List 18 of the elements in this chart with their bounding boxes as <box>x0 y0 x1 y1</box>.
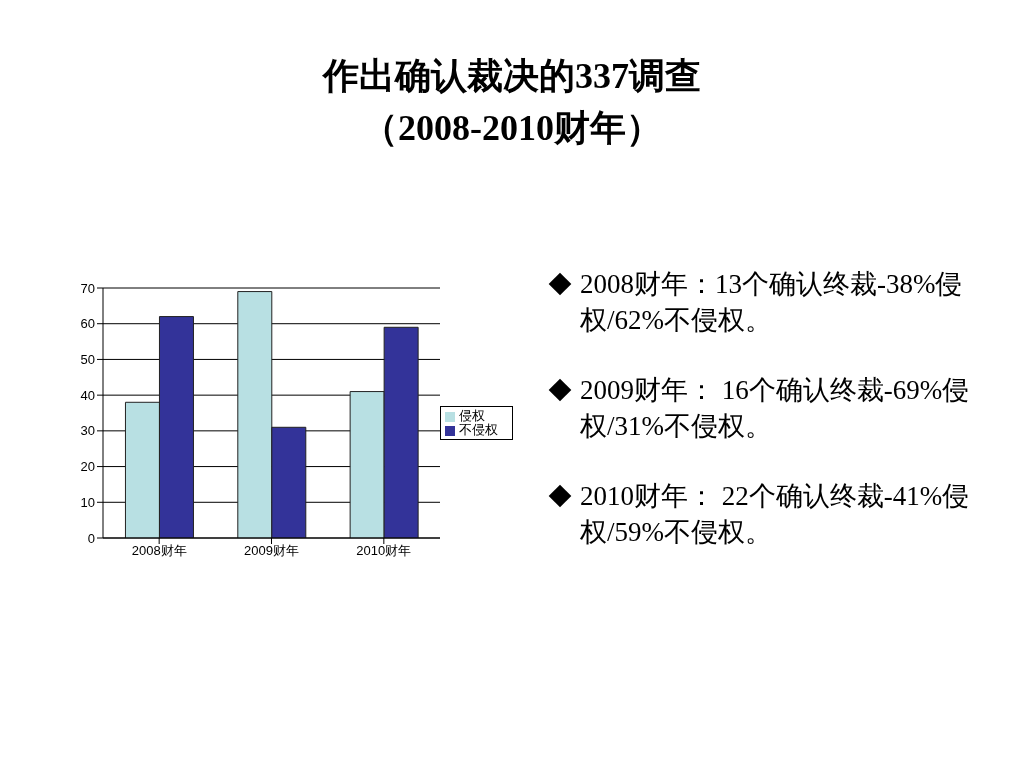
x-tick-label: 2008财年 <box>131 543 187 559</box>
y-tick-label: 30 <box>80 423 95 439</box>
y-tick-label: 60 <box>80 316 95 332</box>
text: 作出确认裁决的337调查 <box>321 55 702 98</box>
legend-label: 不侵权 <box>459 422 498 437</box>
y-tick-label: 50 <box>80 352 95 368</box>
text: 2010财年： 22个确认终裁-41%侵权/59%不侵权。 <box>580 480 971 549</box>
y-tick-label: 40 <box>80 387 95 403</box>
y-tick-label: 10 <box>80 494 95 510</box>
y-tick-label: 20 <box>80 459 95 475</box>
x-tick-label: 2010财年 <box>356 543 412 559</box>
x-tick-label: 2009财年 <box>244 543 299 559</box>
text: 2008财年：13个确认终裁-38%侵权/62%不侵权。 <box>580 268 964 337</box>
text: （2008-2010财年） <box>361 107 663 150</box>
text: 2009财年： 16个确认终裁-69%侵权/31%不侵权。 <box>580 374 971 443</box>
y-tick-label: 70 <box>80 280 95 296</box>
legend-label: 侵权 <box>459 408 485 423</box>
y-tick-label: 0 <box>87 530 95 546</box>
